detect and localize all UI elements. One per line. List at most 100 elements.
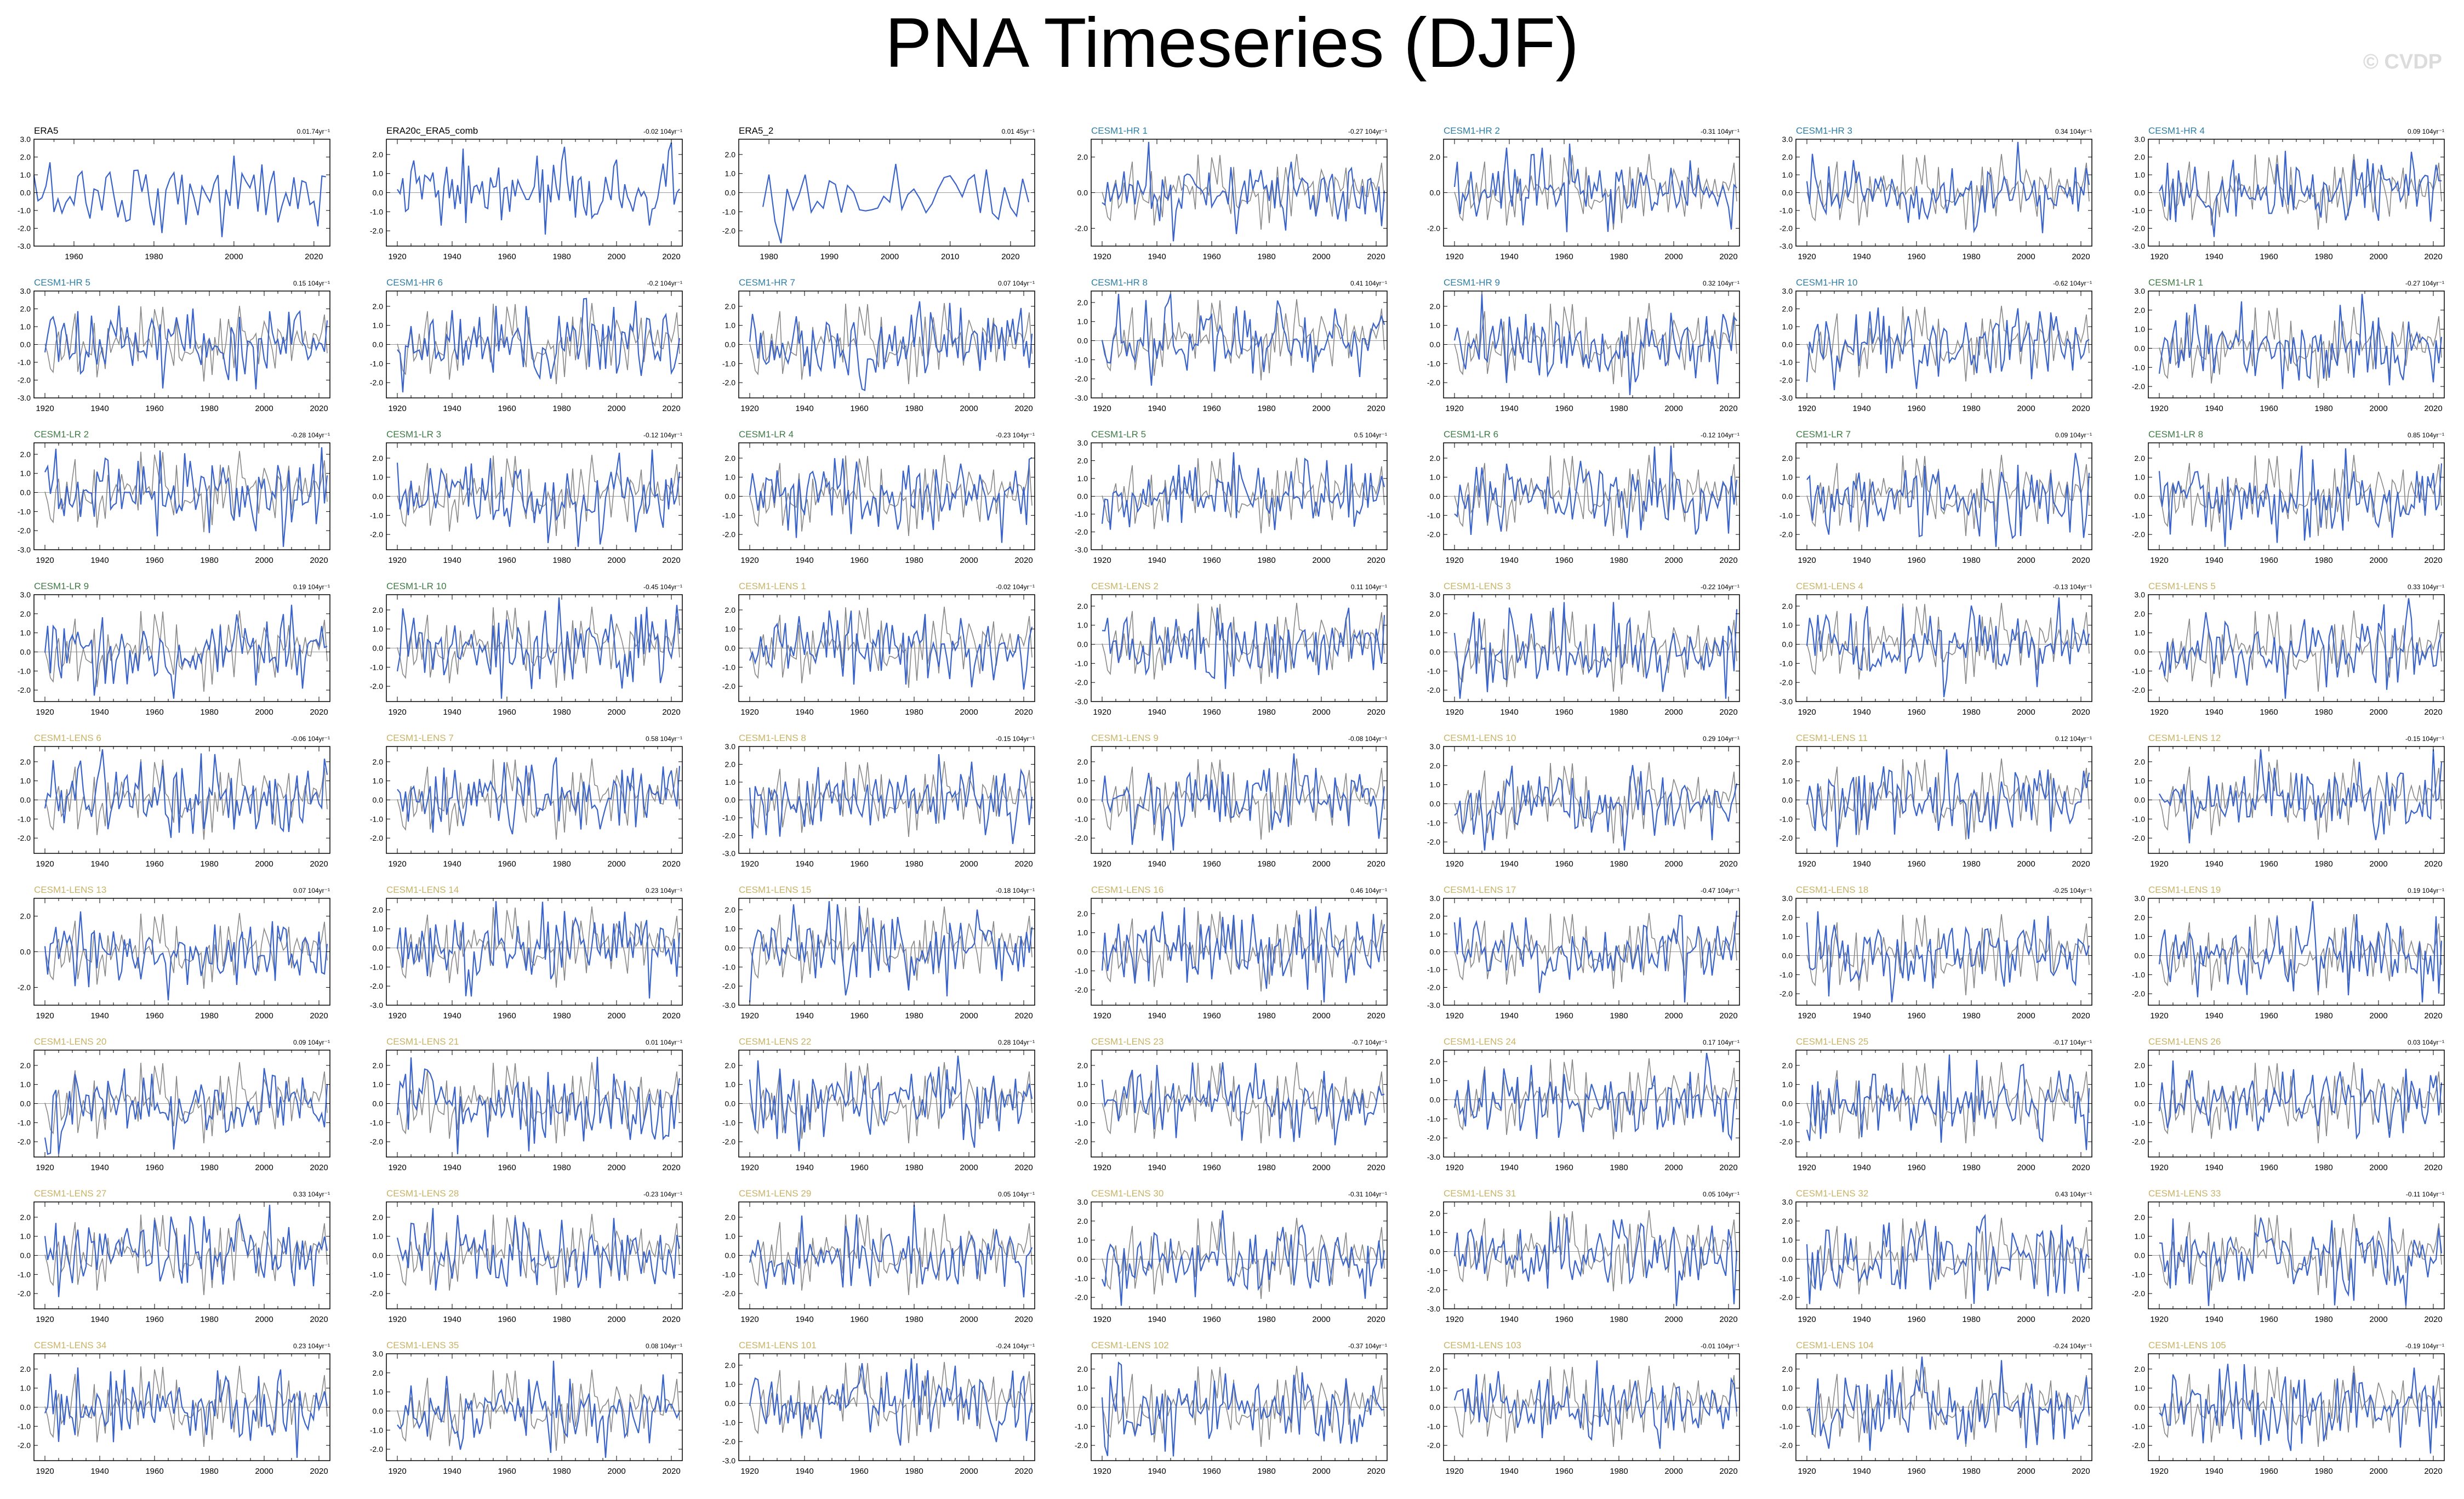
panel-label: CESM1-LR 7 xyxy=(1796,429,1851,440)
ytick-label: 3.0 xyxy=(20,287,31,295)
ytick-label: -1.0 xyxy=(18,507,31,516)
xtick-label: 1960 xyxy=(145,708,163,717)
xtick-label: 2020 xyxy=(1719,1163,1737,1172)
xtick-label: 1940 xyxy=(90,1163,109,1172)
panel-trend: 0.85 104yr⁻¹ xyxy=(2408,431,2444,439)
xtick-label: 2020 xyxy=(310,859,328,869)
xtick-label: 2020 xyxy=(310,1011,328,1021)
ytick-label: 1.0 xyxy=(2135,777,2146,785)
ytick-label: 0.0 xyxy=(1077,189,1088,197)
ytick-label: -2.0 xyxy=(2132,1137,2145,1146)
xtick-label: 1960 xyxy=(1555,708,1573,717)
obs-series-line xyxy=(1806,602,2090,685)
panel-54: CESM1-LENS 32 0.43 104yr⁻¹ 3.0 2.0 1.0 0.0 -1.… xyxy=(1779,1188,2092,1324)
xtick-label: 1960 xyxy=(1907,1163,1925,1172)
xtick-label: 2020 xyxy=(1719,859,1737,869)
panel-45: CESM1-LENS 23 -0.7 104yr⁻¹ 2.0 1.0 0.0 -1.0 -2… xyxy=(1075,1036,1388,1172)
panel-trend: 0.05 104yr⁻¹ xyxy=(998,1190,1035,1198)
panel-trend: -0.23 104yr⁻¹ xyxy=(996,431,1035,439)
panel-label: CESM1-LR 5 xyxy=(1091,429,1146,440)
xtick-label: 1980 xyxy=(2314,708,2332,717)
ytick-label: 0.0 xyxy=(20,948,31,956)
ytick-label: 0.0 xyxy=(1077,337,1088,345)
xtick-label: 1980 xyxy=(1962,404,1980,413)
xtick-label: 1940 xyxy=(443,1163,461,1172)
ytick-label: 2.0 xyxy=(1782,602,1793,611)
xtick-label: 2020 xyxy=(1367,556,1385,565)
panel-label: CESM1-LENS 33 xyxy=(2148,1188,2221,1199)
xtick-label: 2020 xyxy=(310,556,328,565)
xtick-label: 1920 xyxy=(388,1011,406,1021)
series-line xyxy=(749,610,1033,690)
ytick-label: -1.0 xyxy=(18,666,31,675)
panel-59: CESM1-LENS 102 -0.37 104yr⁻¹ 2.0 1.0 0.0 -1.0… xyxy=(1075,1340,1388,1476)
xtick-label: 1920 xyxy=(2150,1011,2168,1021)
ytick-label: 0.0 xyxy=(1782,796,1793,805)
ytick-label: -2.0 xyxy=(1427,378,1440,387)
ytick-label: 0.0 xyxy=(1430,1247,1441,1256)
ytick-label: -2.0 xyxy=(18,686,31,694)
ytick-label: -2.0 xyxy=(2132,382,2145,391)
xtick-label: 2020 xyxy=(310,404,328,413)
panel-trend: -0.47 104yr⁻¹ xyxy=(1701,887,1739,894)
xtick-label: 1980 xyxy=(760,252,778,261)
ytick-label: 3.0 xyxy=(2135,894,2146,903)
xtick-label: 2000 xyxy=(1664,1467,1682,1476)
ytick-label: 1.0 xyxy=(2135,1080,2146,1089)
ytick-label: 3.0 xyxy=(2135,590,2146,599)
ytick-label: -2.0 xyxy=(1779,1137,1793,1146)
xtick-label: 2000 xyxy=(2017,252,2035,261)
ytick-label: -2.0 xyxy=(370,1445,383,1454)
panel-trend: -0.31 104yr⁻¹ xyxy=(1701,128,1739,135)
ytick-label: 2.0 xyxy=(1782,1217,1793,1226)
ytick-label: -1.0 xyxy=(2132,970,2145,979)
xtick-label: 1940 xyxy=(2205,708,2223,717)
xtick-label: 1920 xyxy=(740,1467,758,1476)
xtick-label: 1940 xyxy=(443,252,461,261)
xtick-label: 1920 xyxy=(388,404,406,413)
xtick-label: 1940 xyxy=(2205,1163,2223,1172)
xtick-label: 2020 xyxy=(662,556,680,565)
ytick-label: -1.0 xyxy=(18,206,31,215)
ytick-label: -2.0 xyxy=(18,376,31,385)
ytick-label: -1.0 xyxy=(1779,511,1793,520)
xtick-label: 2000 xyxy=(1664,1011,1682,1021)
xtick-label: 2020 xyxy=(2424,1315,2442,1324)
xtick-label: 1940 xyxy=(1852,708,1870,717)
panel-trend: 0.01 104yr⁻¹ xyxy=(646,1039,682,1046)
panel-label: CESM1-LENS 3 xyxy=(1444,581,1511,591)
panel-trend: -0.45 104yr⁻¹ xyxy=(643,583,682,591)
xtick-label: 2020 xyxy=(310,708,328,717)
xtick-label: 1960 xyxy=(2260,859,2278,869)
xtick-label: 1940 xyxy=(1852,1315,1870,1324)
ytick-label: 0.0 xyxy=(1782,189,1793,197)
panel-16: CESM1-LR 4 -0.23 104yr⁻¹ 2.0 1.0 0.0 -1.0 -2.0… xyxy=(722,429,1035,565)
ytick-label: -3.0 xyxy=(1075,394,1088,402)
xtick-label: 1960 xyxy=(1202,556,1220,565)
xtick-label: 2020 xyxy=(1367,859,1385,869)
ytick-label: 3.0 xyxy=(1077,438,1088,447)
ytick-label: 1.0 xyxy=(1077,777,1088,785)
panel-label: CESM1-HR 2 xyxy=(1444,126,1500,136)
series-line xyxy=(1454,446,1738,538)
panel-trend: -0.02 104yr⁻¹ xyxy=(996,583,1035,591)
ytick-label: 1.0 xyxy=(1782,473,1793,482)
ytick-label: 2.0 xyxy=(1077,457,1088,465)
xtick-label: 1940 xyxy=(1500,708,1518,717)
panel-label: CESM1-LENS 5 xyxy=(2148,581,2216,591)
xtick-label: 1920 xyxy=(388,1467,406,1476)
series-line xyxy=(1101,452,1385,531)
ytick-label: -2.0 xyxy=(1779,678,1793,687)
xtick-label: 1980 xyxy=(200,1467,218,1476)
xtick-label: 1960 xyxy=(850,859,868,869)
ytick-label: 1.0 xyxy=(1077,1080,1088,1089)
series-line xyxy=(2158,901,2443,1002)
obs-series-line xyxy=(1454,1365,1737,1447)
ytick-label: -2.0 xyxy=(722,530,735,539)
panel-label: CESM1-LENS 1 xyxy=(739,581,806,591)
xtick-label: 2000 xyxy=(255,859,273,869)
panel-30: CESM1-LENS 8 -0.15 104yr⁻¹ 3.0 2.0 1.0 0.0 -1.… xyxy=(722,733,1035,869)
xtick-label: 1980 xyxy=(200,708,218,717)
ytick-label: 0.0 xyxy=(2135,796,2146,805)
panel-trend: 0.32 104yr⁻¹ xyxy=(1703,280,1739,287)
